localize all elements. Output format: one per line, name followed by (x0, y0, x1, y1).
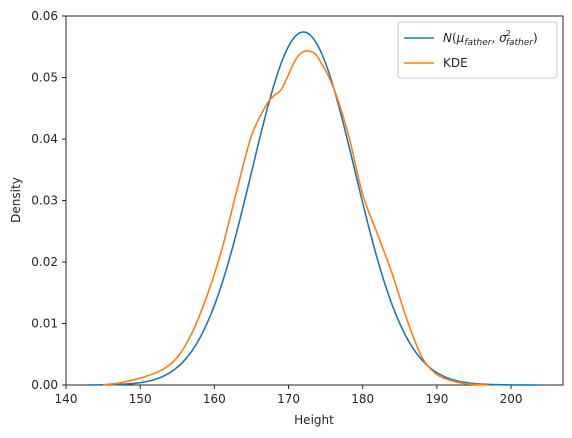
kde-line (103, 50, 489, 386)
legend: N(μfather, σ2 father) KDE (397, 21, 558, 79)
y-tick-label: 0.05 (31, 71, 58, 85)
plot-lines (88, 31, 541, 386)
x-tick-label: 140 (55, 392, 78, 406)
x-tick-label: 200 (500, 392, 523, 406)
y-tick-label: 0.03 (31, 194, 58, 208)
legend-box (397, 21, 558, 79)
y-tick-label: 0.04 (31, 132, 58, 146)
y-axis-label: Density (9, 177, 23, 223)
legend-label-kde: KDE (443, 56, 468, 70)
y-tick-label: 0.00 (31, 378, 58, 392)
y-tick-label: 0.02 (31, 255, 58, 269)
x-tick-label: 160 (203, 392, 226, 406)
x-tick-label: 150 (129, 392, 152, 406)
legend-label-normal: N(μfather, σ2 father) (443, 29, 538, 48)
y-tick-label: 0.01 (31, 317, 58, 331)
normal-fit-line (88, 31, 541, 386)
x-tick-label: 190 (425, 392, 448, 406)
y-axis-ticks: 0.00 0.01 0.02 0.03 0.04 0.05 0.06 (31, 9, 66, 392)
y-tick-label: 0.06 (31, 9, 58, 23)
x-axis-label: Height (294, 413, 334, 427)
x-axis-ticks: 140 150 160 170 180 190 200 (55, 385, 523, 406)
x-tick-label: 170 (277, 392, 300, 406)
x-tick-label: 180 (351, 392, 374, 406)
